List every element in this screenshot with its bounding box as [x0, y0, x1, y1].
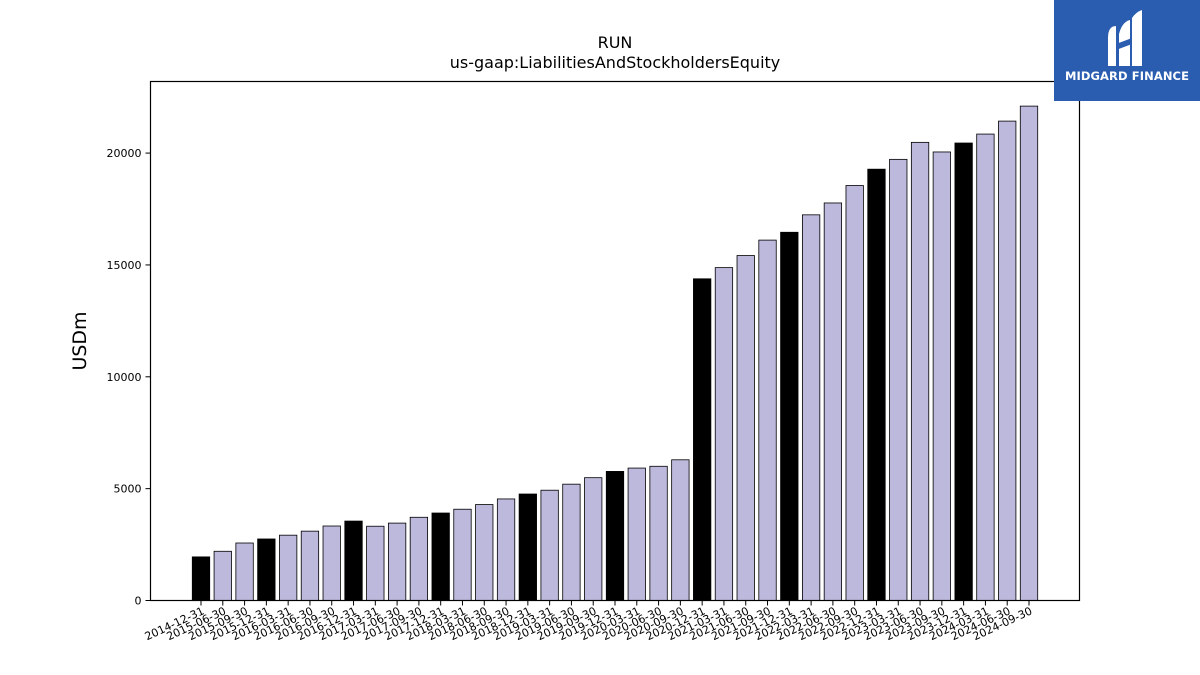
y-axis: 0 5000 10000 15000 20000: [107, 147, 151, 608]
bar-2015-09-30: [235, 542, 254, 601]
bar-2016-09-30: [322, 525, 341, 601]
bar-2018-03-31: [453, 508, 472, 601]
bar-2022-09-30: [845, 185, 864, 601]
bar-2018-12-31: [518, 493, 537, 601]
bar-2014-12-31: [191, 556, 211, 601]
y-axis-label: USDm: [69, 311, 91, 370]
bar-2017-03-31: [366, 525, 385, 601]
bar-2017-09-30: [409, 516, 429, 601]
bar-2023-12-31: [954, 142, 973, 601]
chart-subtitle: us-gaap:LiabilitiesAndStockholdersEquity: [450, 53, 781, 72]
bar-2020-06-30: [649, 465, 668, 601]
plot-frame: [149, 80, 1081, 602]
bar-2022-12-31: [867, 168, 886, 601]
bar-2020-09-30: [671, 459, 690, 601]
bar-2019-12-31: [605, 471, 625, 601]
y-tick-label: 0: [135, 595, 142, 608]
bar-2016-03-31: [279, 534, 298, 601]
bar-2018-06-30: [475, 504, 494, 601]
x-axis: 2014-12-312015-06-302015-09-302015-12-31…: [143, 600, 1034, 643]
bar-2018-09-30: [496, 498, 516, 601]
y-tick-label: 20000: [107, 147, 142, 160]
bar-2020-12-31: [693, 278, 712, 601]
bar-2019-06-30: [562, 483, 581, 601]
y-tick-label: 15000: [107, 259, 142, 272]
bar-2021-09-30: [758, 239, 777, 601]
bar-2023-06-30: [910, 141, 930, 601]
bar-2024-06-30: [998, 120, 1017, 601]
bar-2024-09-30: [1019, 105, 1039, 601]
bar-2017-06-30: [387, 522, 407, 601]
bar-2017-12-31: [431, 512, 450, 601]
bar-2019-09-30: [584, 477, 603, 601]
bars-group: [191, 105, 1039, 601]
bar-2016-06-30: [300, 530, 320, 601]
bar-2015-12-31: [257, 538, 276, 601]
bar-2023-09-30: [932, 151, 951, 601]
bar-2022-03-31: [801, 214, 821, 601]
bar-2015-06-30: [213, 550, 232, 601]
bar-2021-12-31: [780, 231, 799, 601]
bar-2023-03-31: [889, 158, 908, 601]
midgard-finance-logo: MIDGARD FINANCE: [1054, 0, 1200, 101]
bar-2021-03-31: [714, 267, 734, 601]
bar-2016-12-31: [344, 520, 363, 601]
logo-text: MIDGARD FINANCE: [1064, 69, 1190, 83]
bar-2020-03-31: [627, 467, 646, 601]
bar-2022-06-30: [823, 202, 843, 601]
logo-mark-icon: [1108, 10, 1142, 66]
bar-2019-03-31: [540, 489, 559, 601]
y-tick-label: 10000: [107, 371, 142, 384]
bar-2024-03-31: [976, 133, 995, 601]
y-tick-label: 5000: [114, 483, 142, 496]
chart-title: RUN: [598, 33, 633, 52]
bar-2021-06-30: [736, 255, 755, 601]
